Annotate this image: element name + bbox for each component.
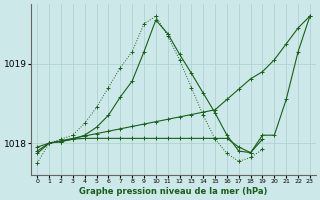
X-axis label: Graphe pression niveau de la mer (hPa): Graphe pression niveau de la mer (hPa) (79, 187, 268, 196)
